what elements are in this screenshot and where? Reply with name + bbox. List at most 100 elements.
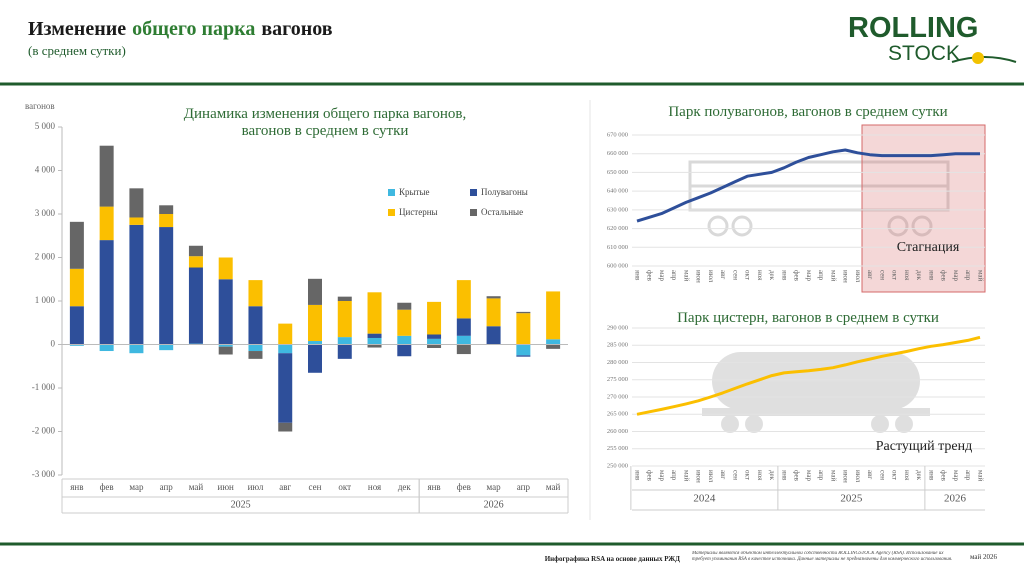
y-tick-label: 660 000 <box>607 150 628 157</box>
bar-segment <box>308 341 322 345</box>
bar-segment <box>99 145 114 207</box>
bar-segment <box>427 338 442 345</box>
legend-label: Цистерны <box>399 207 438 217</box>
bar-segment <box>456 280 471 319</box>
year-label: 2024 <box>693 493 716 505</box>
x-tick-label: мар <box>658 470 666 481</box>
x-tick-label: июл <box>707 470 715 483</box>
page-subtitle: (в среднем сутки) <box>28 43 126 58</box>
x-tick-label: янв <box>780 470 788 481</box>
x-tick-label: янв <box>427 482 440 492</box>
annotation: Стагнация <box>897 240 960 255</box>
bar-segment <box>69 306 84 345</box>
bar-segment <box>248 344 263 352</box>
x-tick-label: ноя <box>368 482 381 492</box>
bar-segment <box>99 240 114 345</box>
bar-segment <box>456 344 471 355</box>
bar-segment <box>308 344 322 373</box>
x-tick-label: фев <box>940 470 948 482</box>
y-tick-label: -2 000 <box>32 426 56 436</box>
bar-segment <box>308 278 322 305</box>
legend-swatch <box>470 209 477 216</box>
x-tick-label: мар <box>487 482 502 492</box>
x-tick-label: май <box>829 470 837 481</box>
y-tick-label: 260 000 <box>607 428 628 435</box>
chart-title: Парк полувагонов, вагонов в среднем сутк… <box>668 104 948 120</box>
y-tick-label: 1 000 <box>35 295 56 305</box>
y-tick-label: 290 000 <box>607 324 628 331</box>
y-tick-label: 670 000 <box>607 131 628 138</box>
bar-segment <box>188 245 203 257</box>
line-series <box>636 335 981 416</box>
y-tick-label: 0 <box>51 339 56 349</box>
x-tick-label: июн <box>695 470 703 483</box>
bar-segment <box>308 304 322 342</box>
y-tick-label: 640 000 <box>607 188 628 195</box>
legend-swatch <box>388 209 395 216</box>
x-tick-label: апр <box>964 270 972 281</box>
x-tick-label: фев <box>940 270 948 282</box>
x-tick-label: окт <box>338 482 351 492</box>
bar-segment <box>516 313 531 345</box>
x-tick-label: июн <box>842 270 850 283</box>
bar-segment <box>397 344 412 357</box>
page-title: Изменение общего парка вагонов <box>28 18 339 41</box>
x-tick-label: авг <box>866 270 874 279</box>
x-tick-label: май <box>189 482 204 492</box>
bar-segment <box>367 344 382 348</box>
year-label: 2025 <box>231 499 251 510</box>
bar-segment <box>486 296 501 299</box>
y-tick-label: 265 000 <box>607 411 628 418</box>
bar-segment <box>188 267 203 344</box>
bar-segment <box>546 291 561 340</box>
y-tick-label: 630 000 <box>607 206 628 213</box>
bar-segment <box>129 217 144 225</box>
x-tick-label: мар <box>805 270 813 281</box>
legend-label: Остальные <box>481 207 523 217</box>
y-tick-label: -1 000 <box>32 382 56 392</box>
x-tick-label: сен <box>878 470 886 480</box>
x-tick-label: мар <box>805 470 813 481</box>
source: Инфографика RSA на основе данных РЖД <box>544 555 680 563</box>
bar-segment <box>546 344 561 349</box>
bar-segment <box>486 326 501 345</box>
legend-label: Полувагоны <box>481 187 528 197</box>
x-tick-label: май <box>546 482 561 492</box>
y-tick-label: 5 000 <box>35 121 56 131</box>
bar-segment <box>278 353 293 423</box>
x-tick-label: авг <box>719 270 727 279</box>
bar-segment <box>218 346 233 355</box>
x-tick-label: дек <box>915 270 923 281</box>
bar-segment <box>367 292 382 334</box>
bar-segment <box>397 335 412 345</box>
chart-title: Парк цистерн, вагонов в среднем в сутки <box>677 310 939 326</box>
y-tick-label: 270 000 <box>607 393 628 400</box>
x-tick-label: май <box>976 470 984 481</box>
bar-segment <box>427 344 442 348</box>
x-tick-label: авг <box>279 482 291 492</box>
bar-segment <box>516 344 531 356</box>
bar-segment <box>337 344 352 359</box>
y-tick-label: -3 000 <box>32 469 56 479</box>
x-tick-label: фев <box>793 270 801 282</box>
x-tick-label: апр <box>670 470 678 481</box>
bar-segment <box>248 306 263 345</box>
date: май 2026 <box>970 553 997 561</box>
x-tick-label: ноя <box>756 470 764 481</box>
y-tick-label: 650 000 <box>607 169 628 176</box>
y-tick-label: 255 000 <box>607 445 628 452</box>
bar-segment <box>516 311 531 314</box>
bar-segment <box>129 224 144 345</box>
bar-segment <box>278 422 293 432</box>
x-tick-label: апр <box>160 482 174 492</box>
x-tick-label: фев <box>646 470 654 482</box>
bar-segment <box>367 333 382 338</box>
x-tick-label: апр <box>817 470 825 481</box>
x-tick-label: янв <box>927 470 935 481</box>
bar-segment <box>427 334 442 339</box>
x-tick-label: июл <box>854 470 862 483</box>
x-tick-label: янв <box>780 270 788 281</box>
y-tick-label: 600 000 <box>607 262 628 269</box>
x-tick-label: май <box>682 470 690 481</box>
